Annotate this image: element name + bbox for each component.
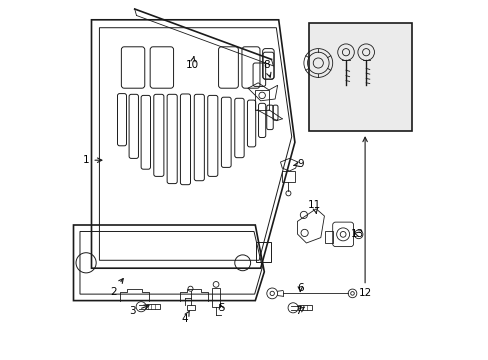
Text: 2: 2 (110, 279, 123, 297)
Bar (282, 171, 294, 182)
Text: 1: 1 (82, 155, 102, 165)
Bar (186, 305, 194, 310)
Text: 12: 12 (358, 137, 371, 298)
Text: 4: 4 (182, 311, 189, 324)
Text: 3: 3 (129, 305, 149, 316)
Text: 9: 9 (293, 159, 303, 169)
Bar (298, 305, 311, 310)
Text: 6: 6 (296, 283, 303, 293)
Bar (309, 23, 411, 131)
Text: 13: 13 (350, 229, 364, 239)
Text: 10: 10 (185, 57, 199, 70)
Bar (255, 90, 268, 110)
Text: 5: 5 (217, 303, 224, 313)
Bar (212, 288, 220, 307)
Bar (324, 231, 332, 243)
Text: 11: 11 (307, 200, 321, 213)
Bar (255, 242, 270, 262)
Text: 8: 8 (262, 60, 270, 77)
Text: 7: 7 (295, 306, 304, 316)
Bar (146, 304, 160, 309)
